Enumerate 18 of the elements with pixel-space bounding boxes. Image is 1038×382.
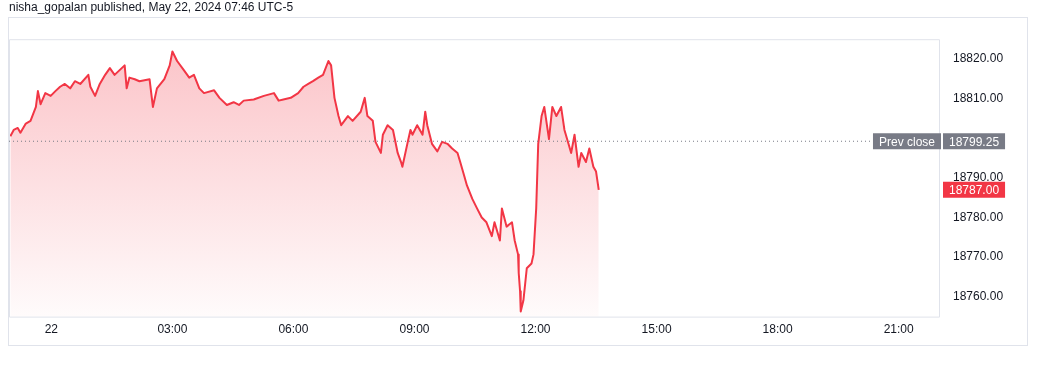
chart-title: nisha_gopalan published, May 22, 2024 07:46 UTC-5: [9, 0, 294, 15]
y-tick-label: 18760.00: [953, 289, 1004, 304]
ref-line-label: Prev close: [878, 134, 936, 149]
text: 18787.00: [949, 183, 1000, 198]
y-tick-label: 18780.00: [953, 209, 1004, 224]
x-tick-label: 09:00: [399, 322, 430, 337]
y-tick-label: 18790.00: [953, 170, 1004, 185]
x-tick-label: 15:00: [641, 322, 672, 337]
y-tick-label: 18820.00: [953, 51, 1004, 66]
y-tick-label: 18810.00: [953, 90, 1004, 105]
x-tick-label: 22: [44, 322, 59, 337]
x-tick-label: 03:00: [157, 322, 188, 337]
text: 18799.25: [949, 134, 1000, 149]
y-tick-label: 18770.00: [953, 249, 1004, 264]
x-tick-label: 18:00: [762, 322, 793, 337]
x-tick-label: 21:00: [883, 322, 914, 337]
x-tick-label: 12:00: [520, 322, 551, 337]
x-tick-label: 06:00: [278, 322, 309, 337]
